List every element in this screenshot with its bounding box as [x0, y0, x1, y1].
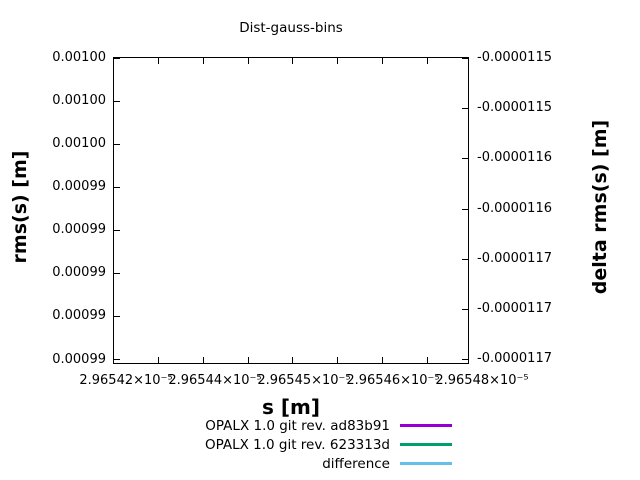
legend-row: difference	[150, 454, 452, 473]
y-left-tick-label: 0.00100	[52, 93, 106, 108]
tick-mark	[248, 58, 249, 64]
tick-mark	[462, 259, 468, 260]
tick-mark	[292, 58, 293, 64]
y-right-tick-label: -0.0000115	[477, 50, 552, 65]
y-right-tick-label: -0.0000117	[477, 251, 552, 266]
y-left-tick-label: 0.00099	[52, 308, 106, 323]
tick-mark	[382, 357, 383, 363]
chart-title: Dist-gauss-bins	[239, 20, 343, 36]
legend-line-sample	[400, 424, 452, 427]
tick-mark	[462, 309, 468, 310]
tick-mark	[158, 58, 159, 64]
tick-mark	[114, 230, 120, 231]
tick-mark	[203, 58, 204, 64]
x-tick-label: 2.96546×10⁻⁵	[346, 373, 440, 388]
legend-row: OPALX 1.0 git rev. 623313d	[150, 435, 452, 454]
plot-area	[113, 57, 469, 364]
legend-row: OPALX 1.0 git rev. ad83b91	[150, 416, 452, 435]
y-right-tick-label: -0.0000115	[477, 100, 552, 115]
tick-mark	[114, 58, 120, 59]
x-tick-label: 2.96542×10⁻⁵	[79, 373, 173, 388]
legend: OPALX 1.0 git rev. ad83b91 OPALX 1.0 git…	[150, 416, 452, 473]
tick-mark	[114, 144, 120, 145]
legend-label: difference	[322, 455, 390, 472]
tick-mark	[462, 209, 468, 210]
tick-mark	[114, 316, 120, 317]
y-right-tick-label: -0.0000116	[477, 150, 552, 165]
legend-label: OPALX 1.0 git rev. ad83b91	[205, 417, 390, 434]
legend-line-sample	[400, 443, 452, 446]
y-left-tick-label: 0.00099	[52, 352, 106, 367]
legend-line-sample	[400, 462, 452, 465]
tick-mark	[114, 273, 120, 274]
y-left-axis-label: rms(s) [m]	[9, 150, 31, 264]
tick-mark	[114, 359, 120, 360]
y-right-tick-label: -0.0000116	[477, 201, 552, 216]
x-axis-label: s [m]	[262, 395, 320, 419]
y-left-tick-label: 0.00099	[52, 265, 106, 280]
tick-mark	[462, 359, 468, 360]
x-tick-label: 2.96548×10⁻⁵	[435, 373, 529, 388]
y-left-tick-label: 0.00099	[52, 222, 106, 237]
tick-mark	[203, 357, 204, 363]
x-tick-label: 2.96544×10⁻⁵	[168, 373, 262, 388]
y-left-tick-label: 0.00099	[52, 179, 106, 194]
tick-mark	[248, 357, 249, 363]
tick-mark	[158, 357, 159, 363]
legend-label: OPALX 1.0 git rev. 623313d	[204, 436, 390, 453]
tick-mark	[114, 101, 120, 102]
tick-mark	[427, 58, 428, 64]
tick-mark	[462, 158, 468, 159]
tick-mark	[462, 58, 468, 59]
tick-mark	[337, 58, 338, 64]
y-left-tick-label: 0.00100	[52, 50, 106, 65]
tick-mark	[292, 357, 293, 363]
y-right-tick-label: -0.0000117	[477, 301, 552, 316]
tick-mark	[462, 108, 468, 109]
x-tick-label: 2.96545×10⁻⁵	[257, 373, 351, 388]
y-right-axis-label: delta rms(s) [m]	[589, 119, 611, 295]
tick-mark	[337, 357, 338, 363]
tick-mark	[382, 58, 383, 64]
y-right-tick-label: -0.0000117	[477, 351, 552, 366]
y-left-tick-label: 0.00100	[52, 136, 106, 151]
tick-mark	[114, 187, 120, 188]
tick-mark	[427, 357, 428, 363]
